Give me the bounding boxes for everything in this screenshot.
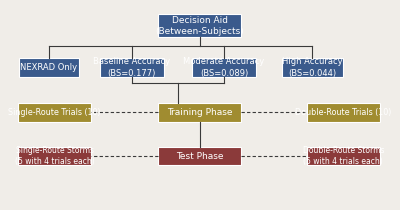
FancyBboxPatch shape — [158, 14, 241, 37]
Text: High Accuracy
(BS=0.044): High Accuracy (BS=0.044) — [282, 57, 343, 77]
FancyBboxPatch shape — [19, 58, 79, 77]
FancyBboxPatch shape — [306, 147, 380, 165]
FancyBboxPatch shape — [100, 58, 164, 77]
FancyBboxPatch shape — [18, 147, 91, 165]
Text: Test Phase: Test Phase — [176, 152, 223, 161]
Text: Decision Aid
(Between-Subjects): Decision Aid (Between-Subjects) — [155, 16, 244, 36]
Text: NEXRAD Only: NEXRAD Only — [20, 63, 78, 72]
Text: Baseline Accuracy
(BS=0.177): Baseline Accuracy (BS=0.177) — [93, 57, 170, 77]
FancyBboxPatch shape — [158, 147, 241, 165]
Text: Moderate Accuracy
(BS=0.089): Moderate Accuracy (BS=0.089) — [183, 57, 265, 77]
Text: Double-Route Storms
(5 with 4 trials each): Double-Route Storms (5 with 4 trials eac… — [302, 146, 384, 166]
Text: Double-Route Trials (10): Double-Route Trials (10) — [295, 108, 392, 117]
FancyBboxPatch shape — [18, 103, 91, 122]
Text: Single-Route Trials (10): Single-Route Trials (10) — [8, 108, 101, 117]
FancyBboxPatch shape — [192, 58, 256, 77]
Text: Single-Route Storms
(5 with 4 trials each): Single-Route Storms (5 with 4 trials eac… — [15, 146, 94, 166]
Text: Training Phase: Training Phase — [167, 108, 232, 117]
FancyBboxPatch shape — [158, 103, 241, 122]
FancyBboxPatch shape — [306, 103, 380, 122]
FancyBboxPatch shape — [282, 58, 342, 77]
